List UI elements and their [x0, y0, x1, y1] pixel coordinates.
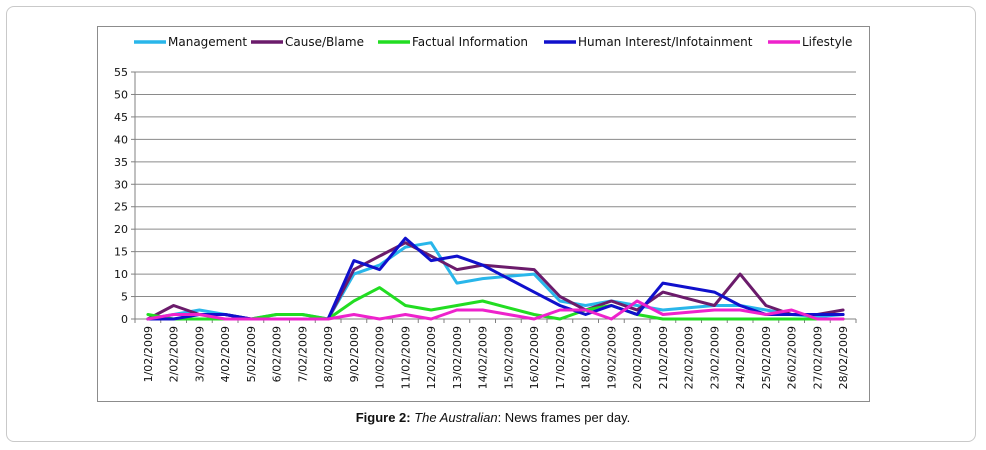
- x-tick-label: 21/02/2009: [657, 326, 670, 389]
- legend-label: Human Interest/Infotainment: [578, 35, 753, 49]
- x-tick-label: 14/02/2009: [477, 326, 490, 389]
- x-tick-label: 11/02/2009: [399, 326, 412, 389]
- y-tick-label: 30: [114, 178, 128, 191]
- series-line-lifestyle: [146, 299, 845, 321]
- y-tick-label: 45: [114, 111, 128, 124]
- y-tick-label: 10: [114, 268, 128, 281]
- x-tick-label: 7/02/2009: [296, 326, 309, 382]
- x-tick-label: 1/02/2009: [142, 326, 155, 382]
- caption-source: The Australian: [414, 410, 498, 425]
- legend-label: Lifestyle: [802, 35, 852, 49]
- y-tick-label: 35: [114, 156, 128, 169]
- x-tick-label: 15/02/2009: [502, 326, 515, 389]
- caption-label: Figure 2:: [355, 410, 411, 425]
- x-tick-label: 13/02/2009: [451, 326, 464, 389]
- series-lines: [146, 236, 845, 321]
- x-tick-label: 27/02/2009: [811, 326, 824, 389]
- y-tick-label: 55: [114, 66, 128, 79]
- y-tick-label: 25: [114, 201, 128, 214]
- x-tick-label: 25/02/2009: [760, 326, 773, 389]
- x-tick-label: 24/02/2009: [734, 326, 747, 389]
- legend-label: Management: [168, 35, 247, 49]
- x-tick-label: 22/02/2009: [683, 326, 696, 389]
- x-tick-label: 20/02/2009: [631, 326, 644, 389]
- y-tick-label: 5: [121, 291, 128, 304]
- series-line-factual-information: [146, 286, 845, 321]
- caption-text: : News frames per day.: [497, 410, 631, 425]
- x-tick-label: 2/02/2009: [168, 326, 181, 382]
- x-tick-label: 17/02/2009: [554, 326, 567, 389]
- y-tick-label: 20: [114, 223, 128, 236]
- series-line-management: [146, 241, 845, 321]
- x-tick-label: 23/02/2009: [708, 326, 721, 389]
- legend-label: Factual Information: [412, 35, 528, 49]
- y-axis: 0 5 10 15 20 25 30 35 40 45 50 55: [114, 66, 136, 326]
- figure-caption: Figure 2: The Australian: News frames pe…: [0, 410, 986, 425]
- x-tick-label: 3/02/2009: [193, 326, 206, 382]
- y-tick-label: 15: [114, 246, 128, 259]
- y-tick-label: 40: [114, 133, 128, 146]
- chart-area: Management Cause/Blame Factual Information…: [97, 26, 870, 402]
- x-tick-label: 19/02/2009: [605, 326, 618, 389]
- x-tick-label: 9/02/2009: [348, 326, 361, 382]
- x-tick-label: 12/02/2009: [425, 326, 438, 389]
- x-tick-label: 10/02/2009: [374, 326, 387, 389]
- line-chart: Management Cause/Blame Factual Information…: [114, 35, 857, 389]
- x-tick-label: 28/02/2009: [837, 326, 850, 389]
- x-tick-label: 5/02/2009: [245, 326, 258, 382]
- x-axis: 1/02/2009 2/02/2009 3/02/2009 4/02/2009 5/02…: [134, 318, 857, 389]
- x-tick-label: 8/02/2009: [322, 326, 335, 382]
- legend: Management Cause/Blame Factual Information…: [134, 35, 852, 49]
- y-tick-label: 0: [121, 313, 128, 326]
- legend-label: Cause/Blame: [285, 35, 364, 49]
- x-tick-label: 18/02/2009: [580, 326, 593, 389]
- gridlines: [135, 71, 856, 298]
- x-tick-label: 16/02/2009: [528, 326, 541, 389]
- x-tick-label: 26/02/2009: [786, 326, 799, 389]
- series-line-cause-blame: [146, 241, 845, 321]
- y-tick-label: 50: [114, 88, 128, 101]
- x-tick-label: 6/02/2009: [271, 326, 284, 382]
- x-tick-label: 4/02/2009: [219, 326, 232, 382]
